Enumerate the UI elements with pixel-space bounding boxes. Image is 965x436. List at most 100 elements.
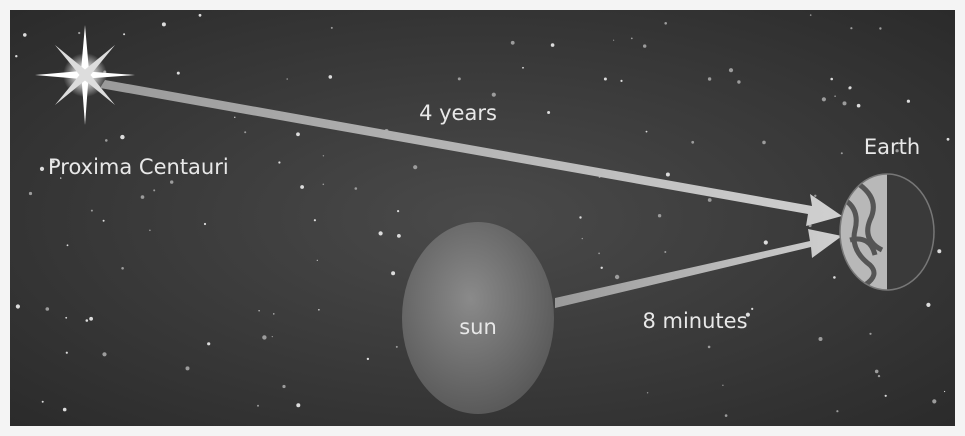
star-dot	[664, 22, 667, 25]
star-dot	[258, 310, 260, 312]
star-dot	[262, 335, 267, 340]
star-dot	[378, 231, 383, 236]
star-dot	[762, 140, 766, 145]
proxima-star	[35, 25, 135, 125]
star-dot	[707, 198, 712, 202]
star-dot	[877, 374, 881, 378]
star-dot	[41, 400, 44, 403]
star-dot	[60, 177, 62, 179]
sun	[402, 222, 554, 414]
star-dot	[153, 189, 156, 192]
star-dot	[613, 39, 615, 41]
star-dot	[300, 185, 304, 189]
star-dot	[170, 180, 174, 184]
star-dot	[102, 352, 107, 357]
edge-label: 8 minutes	[642, 309, 747, 333]
star-dot	[830, 77, 833, 81]
star-dot	[848, 86, 852, 89]
star-dot	[946, 137, 950, 141]
star-dot	[874, 369, 879, 374]
star-dot	[821, 97, 827, 102]
earth-outline	[839, 173, 935, 291]
star-dot	[840, 152, 843, 155]
star-dot	[457, 77, 461, 81]
star-dot	[257, 404, 259, 407]
star-dot	[926, 302, 931, 307]
star-dot	[85, 319, 89, 322]
star-dot	[15, 55, 18, 58]
star-dot	[884, 394, 887, 397]
star-dot	[65, 316, 68, 319]
star-dot	[598, 252, 600, 255]
star-dot	[282, 384, 286, 389]
star-dot	[630, 37, 633, 40]
star-dot	[643, 44, 647, 48]
star-dot	[244, 131, 247, 134]
star-dot	[620, 79, 623, 82]
star-dot	[413, 165, 418, 170]
star-dot	[657, 214, 662, 218]
star-dot	[581, 237, 583, 240]
star-dot	[89, 316, 93, 321]
star-dot	[879, 27, 882, 30]
star-dot	[51, 160, 55, 164]
star-dot	[328, 75, 333, 79]
star-dot	[724, 414, 728, 417]
star-dot	[833, 276, 836, 279]
star-dot	[316, 259, 318, 261]
sun-label: sun	[459, 315, 497, 339]
star-dot	[850, 27, 853, 30]
star-dot	[28, 191, 33, 196]
star-dot	[834, 95, 836, 97]
star-dot	[176, 71, 180, 75]
star-dot	[932, 399, 937, 404]
star-dot	[66, 244, 69, 247]
star-dot	[751, 307, 754, 310]
star-dot	[737, 80, 741, 84]
star-dot	[198, 13, 202, 17]
star-dot	[614, 274, 620, 280]
star-dot	[286, 78, 289, 80]
star-dot	[707, 345, 711, 349]
star-dot	[745, 312, 751, 317]
star-dot	[140, 195, 145, 199]
star-dot	[522, 66, 524, 69]
star-dot	[814, 194, 817, 197]
star-dot	[62, 407, 67, 412]
star-dot	[856, 103, 861, 108]
star-dot	[395, 345, 398, 348]
star-dot	[207, 342, 211, 346]
star-dot	[491, 92, 496, 97]
star-dot	[45, 307, 50, 311]
star-dot	[105, 139, 108, 142]
star-dot	[322, 155, 325, 157]
star-dot	[65, 351, 68, 354]
star-dot	[944, 390, 946, 393]
star-dot	[397, 234, 401, 238]
star-dot	[665, 172, 670, 177]
star-dot	[646, 392, 649, 394]
arrow-4-years	[100, 80, 842, 226]
star-dot	[149, 229, 151, 232]
star-dot	[600, 266, 603, 269]
star-dot	[809, 14, 812, 16]
star-dot	[161, 22, 166, 27]
star-dot	[90, 209, 93, 212]
star-dot	[121, 267, 124, 270]
star-dot	[296, 403, 301, 408]
star-dot	[728, 68, 734, 73]
edge-label: 4 years	[419, 101, 497, 125]
star-dot	[818, 337, 823, 341]
star-dot	[273, 313, 275, 315]
star-dot	[123, 33, 126, 36]
proxima-label: Proxima Centauri	[48, 155, 229, 179]
star-dot	[39, 166, 45, 171]
star-field	[15, 13, 950, 417]
star-dot	[397, 210, 400, 213]
star-dot	[645, 130, 648, 133]
star-dot	[15, 304, 20, 309]
star-dot	[836, 410, 839, 413]
star-dot	[330, 26, 333, 29]
